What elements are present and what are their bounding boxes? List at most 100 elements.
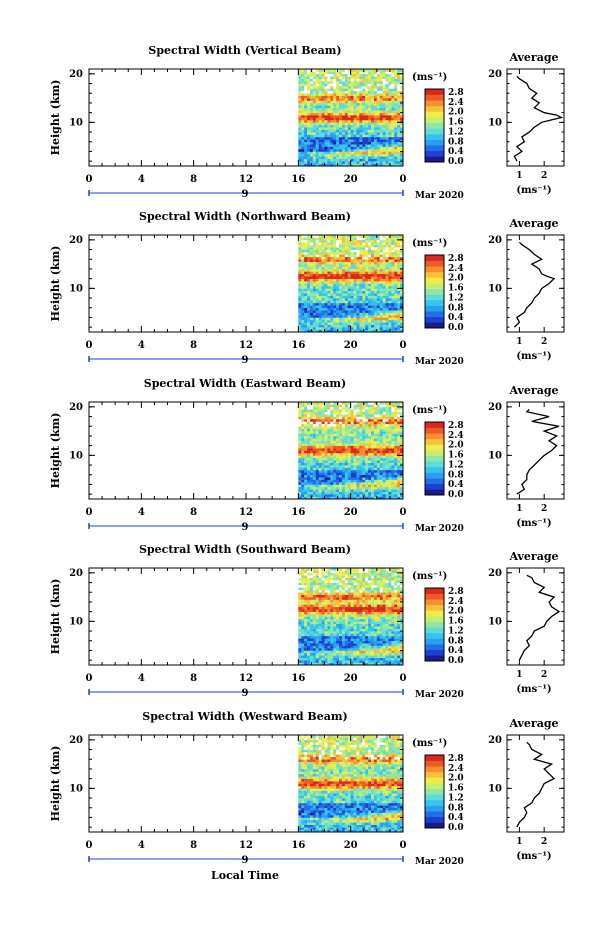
heatmap-cell [304,484,308,488]
heatmap-cell [321,156,325,160]
heatmap-cell [397,418,401,422]
heatmap-cell [336,285,340,289]
heatmap-cell [365,315,369,318]
heatmap-cell [385,305,389,309]
heatmap-cell [341,268,346,272]
heatmap-cell [400,472,404,476]
heatmap-cell [339,319,343,323]
heatmap-cell [379,117,383,121]
heatmap-cell [304,151,308,155]
heatmap-cell [315,151,319,155]
heatmap-cell [309,266,314,270]
heatmap-cell [318,455,322,459]
heatmap-cell [359,494,363,497]
heatmap-cell [382,239,386,243]
heatmap-cell [304,293,308,296]
heatmap-cell [371,256,375,260]
heatmap-cell [350,494,354,497]
heatmap-cell [368,163,372,167]
heatmap-cell [309,322,314,326]
heatmap-cell [385,462,389,466]
heatmap-cell [327,418,331,422]
heatmap-cell [394,235,398,238]
heatmap-cell [368,469,372,473]
heatmap-cell [359,486,363,490]
heatmap-cell [376,329,381,333]
heatmap-cell [330,102,334,106]
heatmap-cell [309,623,314,627]
heatmap-cell [321,93,325,96]
heatmap-cell [330,163,334,167]
heatmap-cell [388,302,392,306]
heatmap-cell [339,469,343,473]
heatmap-cell [315,107,319,111]
heatmap-cell [359,402,363,405]
heatmap-cell [371,76,375,79]
heatmap-cell [324,132,328,135]
heatmap-cell [333,302,337,306]
heatmap-cell [307,577,311,581]
heatmap-cell [330,158,334,162]
heatmap-cell [376,100,381,104]
heatmap-cell [373,132,378,135]
heatmap-cell [356,112,360,116]
heatmap-cell [321,322,325,326]
heatmap-cell [362,435,366,439]
heatmap-cell [391,112,395,116]
heatmap-cell [336,76,340,79]
heatmap-cell [333,414,337,417]
heatmap-cell [327,288,331,292]
heatmap-cell [356,127,360,130]
heatmap-cell [298,455,302,459]
heatmap-cell [315,421,319,425]
heatmap-cell [356,315,360,318]
heatmap-cell [359,76,363,79]
x-tick-label: 8 [190,507,197,518]
heatmap-cell [333,88,337,92]
heatmap-cell [388,73,392,77]
heatmap-cell [344,158,349,162]
heatmap-cell [371,402,375,405]
heatmap-cell [309,261,314,265]
heatmap-cell [350,93,354,96]
heatmap-cell [376,146,381,150]
heatmap-cell [341,448,346,451]
heatmap-cell [333,300,337,304]
heatmap-cell [347,416,351,420]
heatmap-cell [371,438,375,442]
heatmap-cell [298,494,302,497]
heatmap-cell [388,100,392,104]
heatmap-cell [373,115,378,118]
heatmap-cell [330,73,334,77]
heatmap-cell [397,127,401,130]
heatmap-cell [382,302,386,306]
heatmap-cell [376,317,381,321]
heatmap-cell [356,460,360,463]
heatmap-cell [324,119,328,123]
heatmap-cell [356,288,360,292]
heatmap-cell [324,305,328,309]
heatmap-cell [356,310,360,313]
heatmap-cell [318,144,322,147]
heatmap-cell [321,406,325,410]
heatmap-cell [368,450,372,454]
heatmap-cell [385,249,389,253]
heatmap-cell [330,95,334,99]
heatmap-cell [301,623,305,627]
heatmap-cell [341,281,346,284]
heatmap-cell [400,268,404,272]
heatmap-cell [307,83,311,87]
heatmap-cell [382,472,386,476]
heatmap-cell [344,93,349,96]
heatmap-cell [330,124,334,128]
heatmap-cell [385,149,389,152]
heatmap-cell [397,98,401,101]
heatmap-cell [356,122,360,126]
heatmap-cell [356,98,360,101]
heatmap-cell [347,254,351,258]
heatmap-cell [368,73,372,77]
heatmap-cell [318,310,322,313]
heatmap-cell [371,409,375,412]
heatmap-cell [301,648,305,651]
heatmap-cell [359,268,363,272]
